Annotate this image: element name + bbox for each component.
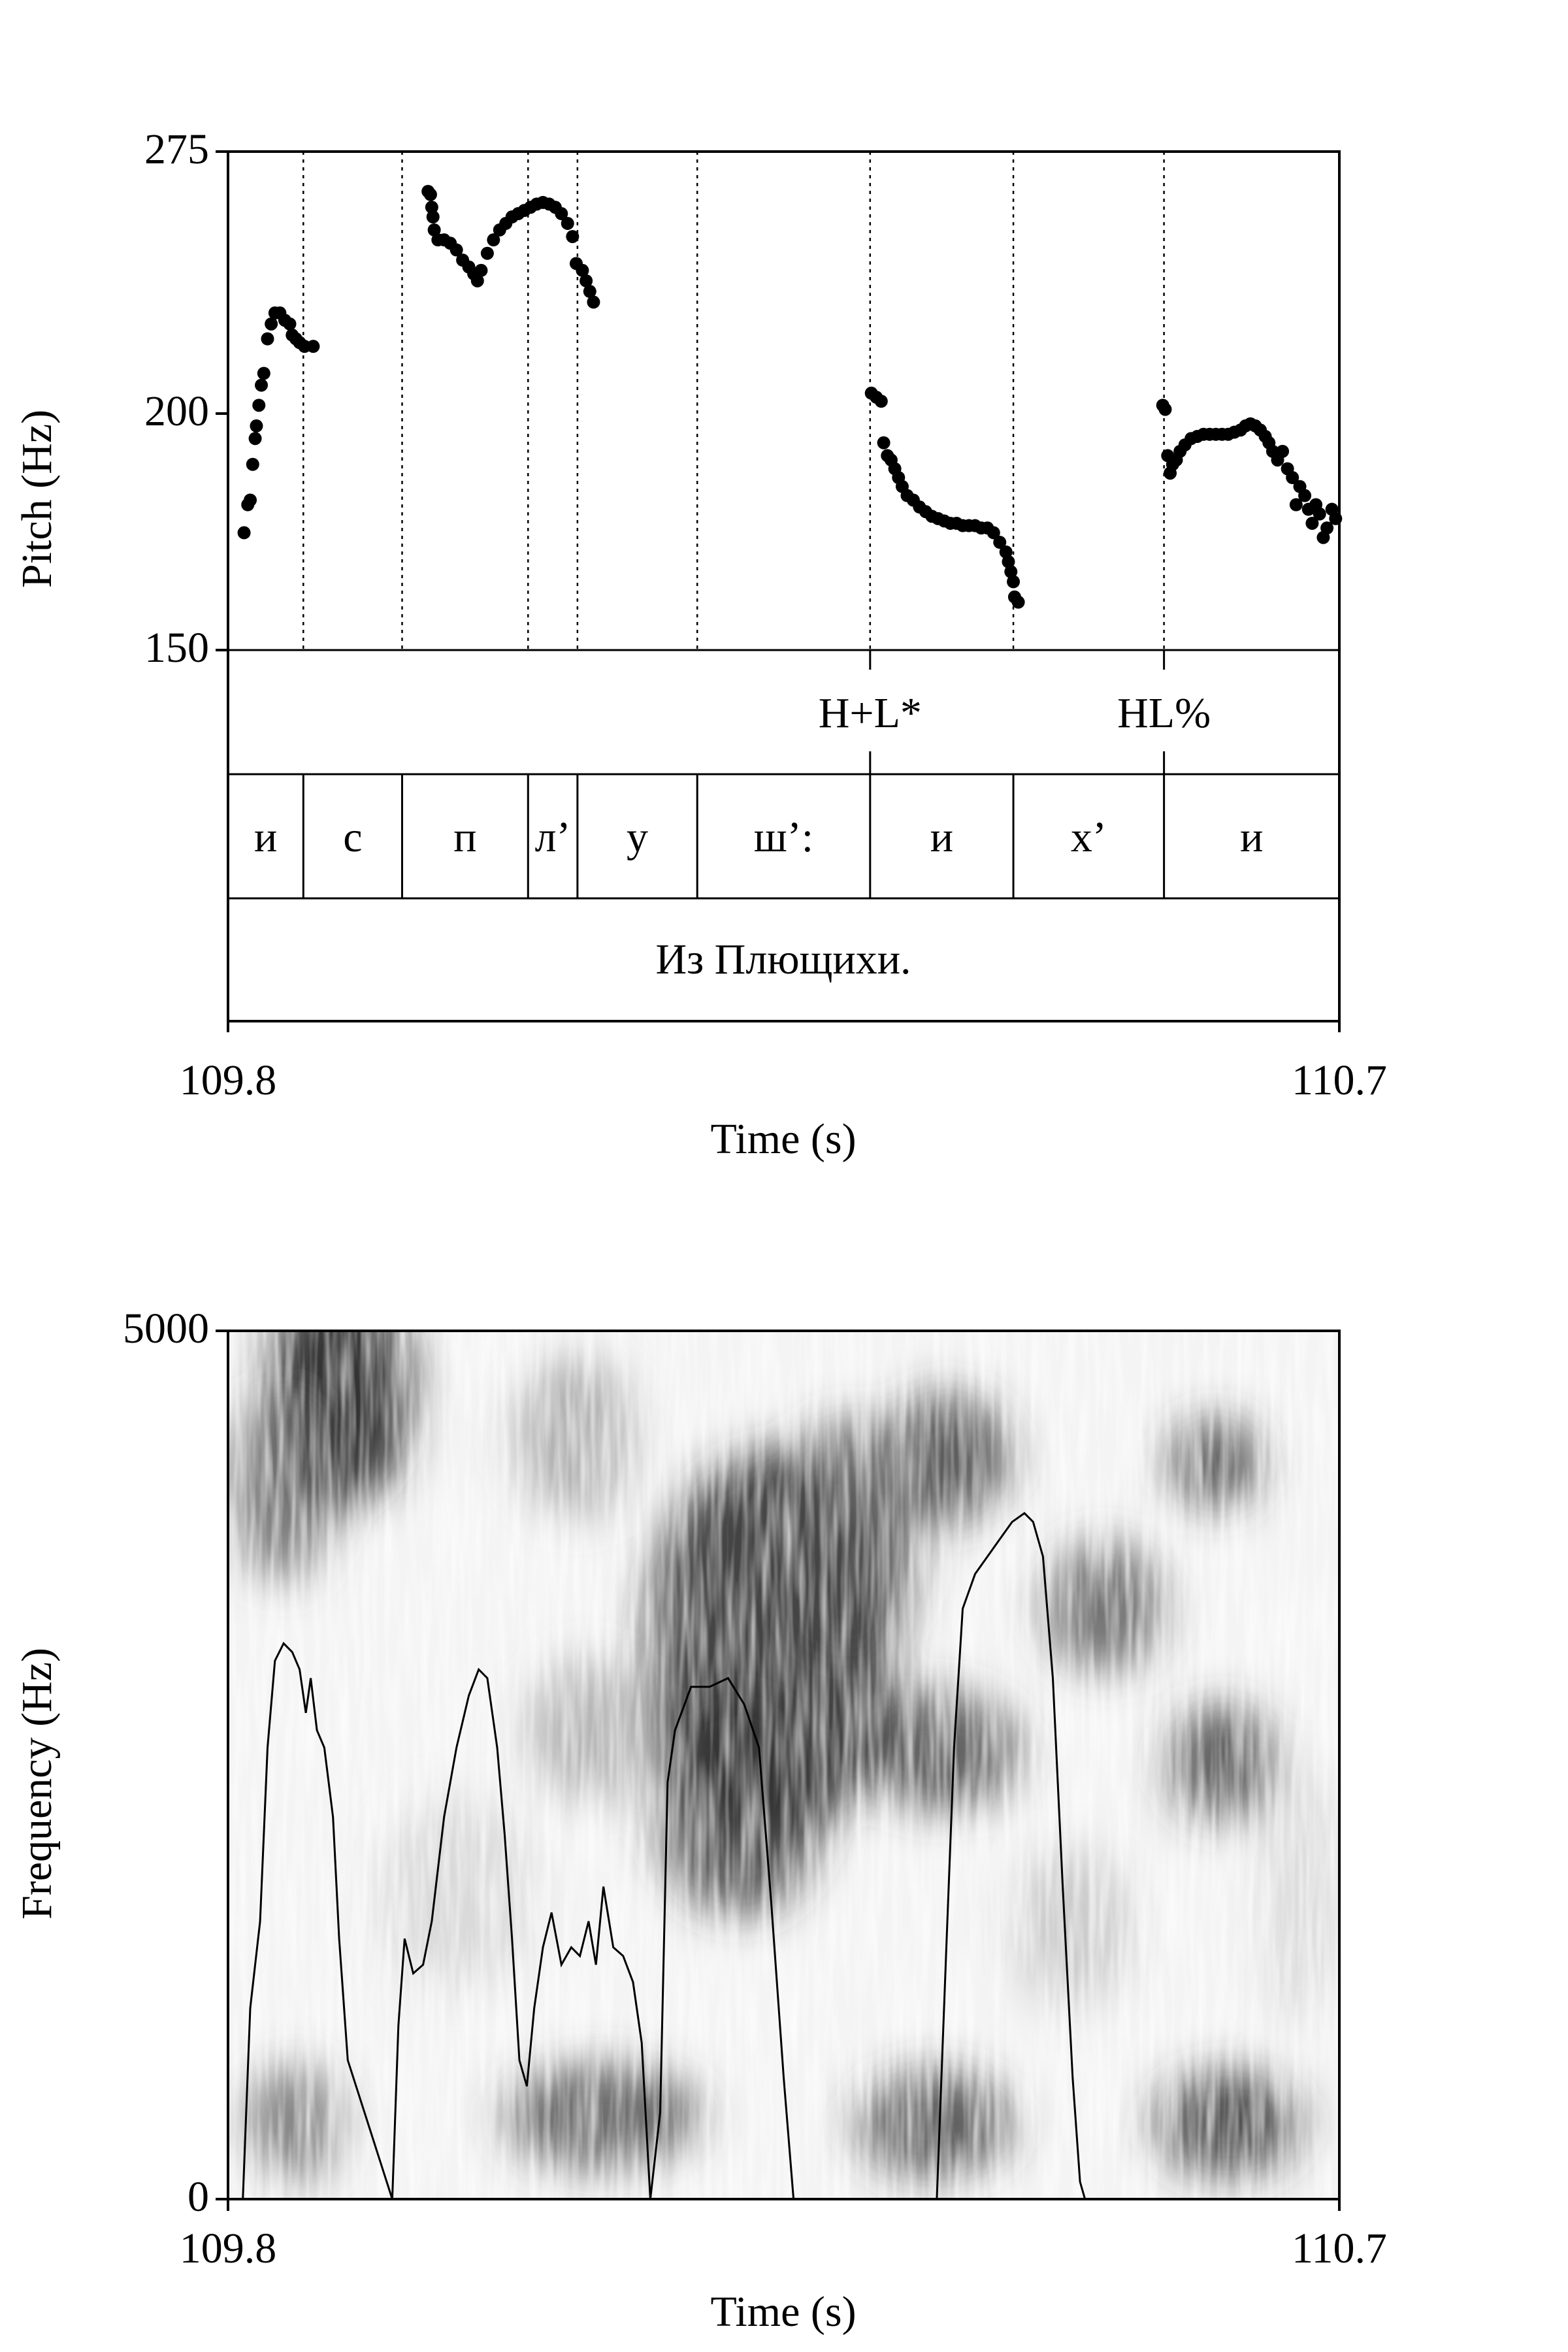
tone-label: H+L*	[819, 689, 922, 737]
pitch-point	[487, 233, 500, 247]
x-tick-label-start: 109.8	[180, 1056, 277, 1104]
pitch-point	[566, 230, 580, 244]
pitch-point	[576, 263, 589, 277]
pitch-point	[1289, 498, 1303, 512]
pitch-point	[449, 243, 463, 257]
pitch-point	[265, 317, 278, 331]
pitch-point	[255, 378, 269, 392]
segment-label: и	[1240, 813, 1263, 861]
pitch-point	[480, 246, 494, 260]
pitch-point	[1002, 555, 1015, 568]
y-tick-label-150: 150	[144, 624, 209, 672]
pitch-point	[423, 188, 437, 201]
tone-label: HL%	[1117, 689, 1211, 737]
pitch-point	[1305, 516, 1319, 530]
pitch-point	[474, 263, 488, 277]
pitch-point	[1007, 575, 1021, 589]
pitch-point	[283, 317, 297, 331]
pitch-point	[427, 223, 441, 237]
pitch-point	[999, 545, 1013, 559]
pitch-point	[1320, 521, 1334, 535]
pitch-point	[237, 526, 251, 540]
x-tick-label-end: 110.7	[1292, 1056, 1387, 1104]
y-tick-label-275: 275	[144, 125, 209, 173]
y-tick-label-5000: 5000	[123, 1305, 209, 1352]
pitch-point	[425, 201, 438, 214]
pitch-axis-label: Pitch (Hz)	[13, 410, 61, 588]
pitch-point	[1004, 565, 1018, 579]
segment-label: с	[343, 813, 362, 861]
pitch-point	[1313, 507, 1326, 521]
tone-tier: H+L* HL%	[819, 650, 1211, 774]
pitch-point	[252, 399, 266, 412]
pitch-point	[583, 285, 596, 299]
utterance-label: Из Плющихи.	[655, 936, 911, 983]
pitch-panel-frame	[227, 150, 1341, 1022]
pitch-point	[874, 395, 888, 408]
pitch-point	[246, 457, 259, 471]
pitch-point	[261, 332, 274, 346]
pitch-point	[561, 216, 574, 230]
segment-label: х’	[1071, 813, 1107, 861]
frequency-axis-label: Frequency (Hz)	[13, 1648, 61, 1919]
pitch-point	[580, 274, 593, 287]
pitch-point	[587, 295, 600, 309]
pitch-point	[1011, 595, 1025, 609]
pitch-point	[1158, 402, 1172, 416]
y-tick-label-0: 0	[188, 2173, 209, 2221]
spectrogram-texture	[228, 1331, 1339, 2199]
pitch-panel: 275 200 150 Pitch (Hz) 109.8 110.7 Time …	[13, 125, 1387, 1163]
time-axis-label: Time (s)	[710, 1115, 856, 1163]
segment-label: п	[453, 813, 476, 861]
segment-label: ш’:	[754, 813, 813, 861]
pitch-point	[1298, 489, 1312, 502]
y-tick-label-200: 200	[144, 387, 209, 435]
pitch-point	[306, 340, 320, 353]
segment-label: и	[254, 813, 277, 861]
x-tick-label-end: 110.7	[1292, 2225, 1387, 2272]
segment-tier: и с п л’ у ш’: и х’ и	[254, 774, 1263, 898]
pitch-point	[555, 207, 568, 221]
pitch-point	[1286, 471, 1299, 485]
pitch-point	[877, 436, 890, 449]
time-axis-label: Time (s)	[710, 2288, 856, 2336]
segment-label: л’	[535, 813, 571, 861]
intensity-curve	[242, 1512, 1086, 2199]
pitch-point	[470, 274, 484, 287]
pitch-point	[1276, 444, 1290, 458]
segment-label: у	[627, 813, 648, 861]
pitch-point	[993, 536, 1007, 549]
spectrogram-panel: 5000 0 Frequency (Hz) 109.8 110.7 Time (…	[13, 1305, 1387, 2336]
segment-label: и	[930, 813, 953, 861]
pitch-point	[426, 210, 440, 223]
pitch-points	[237, 184, 1343, 609]
pitch-point	[248, 432, 262, 446]
pitch-point	[244, 493, 257, 507]
pitch-point	[250, 419, 263, 433]
x-tick-label-start: 109.8	[180, 2225, 277, 2272]
pitch-point	[257, 367, 270, 380]
spectrogram-frame	[227, 1330, 1341, 2200]
pitch-point	[987, 526, 1000, 540]
